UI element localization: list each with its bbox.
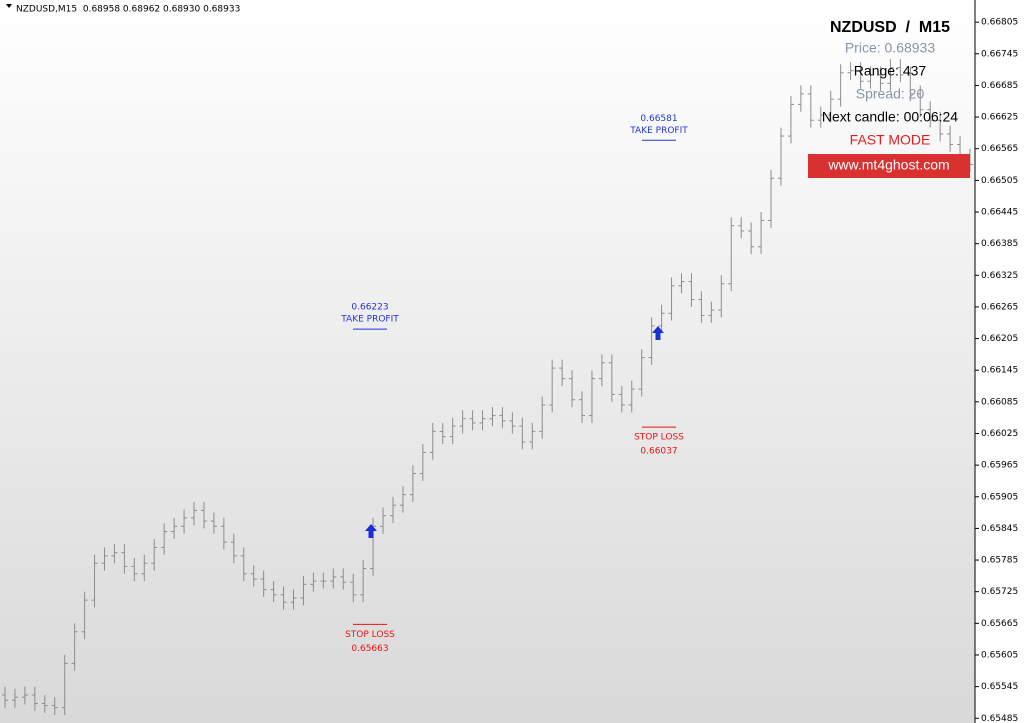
header: NZDUSD,M15 0.68958 0.68962 0.68930 0.689… [16, 5, 240, 15]
y-tick-label: 0.65545 [981, 682, 1018, 692]
y-tick-label: 0.65725 [981, 587, 1018, 597]
info-price: Price: 0.68933 [845, 40, 935, 56]
y-tick-label: 0.65965 [981, 461, 1018, 471]
signal-arrow [365, 326, 664, 538]
y-tick-label: 0.66745 [981, 49, 1018, 59]
info-spread: Spread: 20 [856, 86, 925, 102]
header-arrow[interactable] [6, 4, 12, 8]
y-tick-label: 0.66805 [981, 18, 1018, 28]
level-price: 0.65663 [351, 644, 388, 654]
info-panel: NZDUSD / M15 Price: 0.68933 Range: 437 S… [808, 19, 970, 178]
y-tick-label: 0.65485 [981, 714, 1018, 723]
y-tick-label: 0.66625 [981, 113, 1018, 123]
level-label: TAKE PROFIT [629, 126, 688, 136]
level-price: 0.66581 [640, 114, 677, 124]
y-tick-label: 0.66145 [981, 366, 1018, 376]
website[interactable]: www.mt4ghost.com [827, 157, 949, 173]
level-label: STOP LOSS [345, 630, 395, 640]
y-tick-label: 0.66565 [981, 144, 1018, 154]
y-tick-label: 0.65785 [981, 556, 1018, 566]
y-tick-label: 0.66325 [981, 271, 1018, 281]
level-label: STOP LOSS [634, 433, 684, 443]
y-tick-label: 0.66685 [981, 81, 1018, 91]
level-label: TAKE PROFIT [340, 315, 399, 325]
y-tick-label: 0.66385 [981, 239, 1018, 249]
y-tick-label: 0.66265 [981, 302, 1018, 312]
y-tick-label: 0.65665 [981, 619, 1018, 629]
info-range: Range: 437 [854, 63, 927, 79]
y-tick-label: 0.66205 [981, 334, 1018, 344]
info-mode: FAST MODE [850, 132, 931, 148]
y-tick-label: 0.66505 [981, 176, 1018, 186]
y-tick-label: 0.66445 [981, 207, 1018, 217]
website-box[interactable] [808, 154, 970, 178]
info-title: NZDUSD / M15 [830, 19, 950, 36]
price-bars [2, 59, 973, 716]
y-tick-label: 0.65845 [981, 524, 1018, 534]
price-axis: 0.65485 0.65545 0.65605 0.65665 0.65725 0.657… [975, 18, 1018, 723]
level-price: 0.66037 [640, 447, 677, 457]
y-tick-label: 0.66025 [981, 429, 1018, 439]
trade-levels: TAKE PROFIT 0.66223 STOP LOSS 0.65663 TAKE P… [340, 114, 688, 654]
axis-background [975, 0, 1024, 723]
y-tick-label: 0.65605 [981, 650, 1018, 660]
y-tick-label: 0.65905 [981, 492, 1018, 502]
level-price: 0.66223 [351, 303, 388, 313]
y-tick-label: 0.66085 [981, 397, 1018, 407]
info-next-candle: Next candle: 00:06:24 [822, 109, 958, 125]
